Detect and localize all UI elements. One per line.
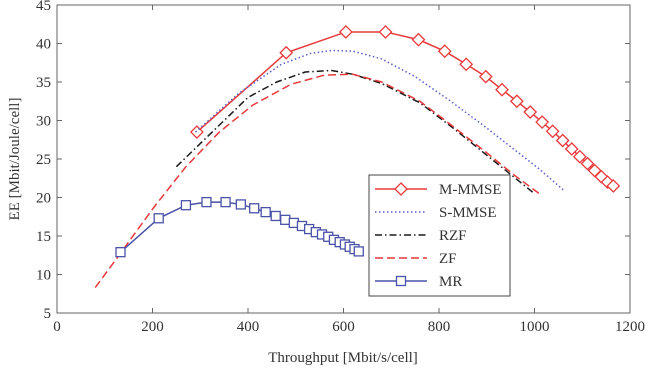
x-tick-label: 800 (428, 319, 451, 335)
data-point (555, 133, 570, 148)
data-point (478, 69, 493, 84)
y-tick-label: 5 (44, 306, 52, 322)
series-layer (94, 25, 621, 289)
data-point (545, 124, 560, 139)
x-axis-label: Throughput [Mbit/s/cell] (268, 350, 418, 366)
series-line (175, 69, 535, 195)
data-point (572, 149, 587, 164)
data-point (338, 25, 353, 39)
data-point (378, 25, 393, 39)
data-point (535, 115, 550, 129)
legend-label: S-MMSE (439, 205, 497, 221)
y-tick-label: 10 (36, 268, 51, 284)
legend: M-MMSE S-MMSE RZF ZF MR (368, 174, 511, 297)
x-tick-label: 200 (141, 319, 164, 335)
series-m-mmse (189, 25, 621, 193)
x-tick-label: 0 (53, 319, 61, 335)
data-point (459, 57, 474, 72)
data-point (249, 203, 260, 214)
data-point (411, 32, 426, 47)
series-s-mmse (194, 49, 564, 191)
data-point (564, 142, 579, 156)
data-point (580, 156, 595, 171)
axis-ticks: 0 200 400 600 800 1000 1200 5 10 15 20 25 30 35 40 45 (36, 0, 645, 335)
legend-entry: ZF (375, 251, 457, 267)
data-point (353, 246, 364, 257)
data-point (280, 214, 291, 225)
data-point (180, 200, 192, 211)
legend-entry: MR (375, 274, 462, 290)
y-tick-label: 30 (36, 114, 51, 130)
x-tick-label: 400 (237, 319, 260, 335)
legend-label: RZF (439, 228, 467, 244)
legend-label: MR (439, 274, 462, 290)
data-point (220, 196, 231, 208)
x-tick-label: 1200 (615, 319, 645, 335)
x-tick-label: 600 (332, 319, 355, 335)
legend-entry: S-MMSE (375, 205, 497, 221)
plot-area (56, 4, 631, 314)
data-point (260, 206, 271, 218)
series-rzf (175, 69, 535, 195)
data-point (509, 94, 524, 109)
data-point (235, 199, 246, 210)
y-axis-label: EE [Mbit/Joule/cell] (7, 98, 23, 221)
data-point (201, 196, 212, 208)
y-tick-label: 15 (36, 229, 51, 245)
y-tick-label: 45 (36, 0, 51, 14)
series-line (194, 49, 564, 191)
y-tick-label: 25 (36, 152, 51, 168)
data-point (523, 105, 538, 119)
legend-entry: M-MMSE (375, 182, 502, 198)
data-point (270, 210, 281, 222)
data-point (495, 82, 509, 97)
x-tick-label: 1000 (520, 319, 550, 335)
series-line (94, 73, 540, 289)
legend-label: M-MMSE (439, 182, 502, 198)
data-point (279, 45, 294, 60)
series-zf (94, 73, 540, 289)
y-tick-label: 40 (36, 37, 51, 53)
data-point (115, 247, 126, 258)
data-point (606, 179, 621, 193)
series-mr (115, 196, 364, 258)
y-tick-label: 20 (36, 191, 51, 207)
y-tick-label: 35 (36, 75, 51, 91)
legend-marker (395, 275, 407, 287)
legend-marker (394, 182, 408, 196)
legend-entry: RZF (375, 228, 467, 244)
data-point (437, 44, 452, 59)
legend-label: ZF (439, 251, 457, 267)
data-point (153, 213, 164, 224)
